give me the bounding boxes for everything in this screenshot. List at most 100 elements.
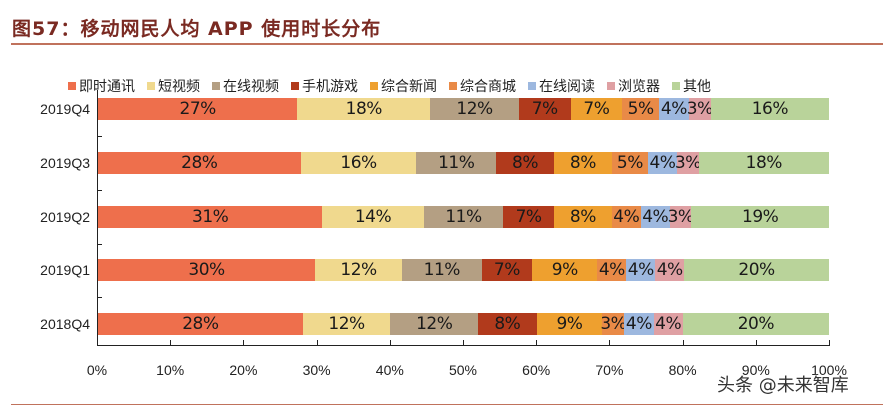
x-tick-label: 70% (595, 362, 624, 378)
y-axis (97, 90, 98, 346)
bar-segment: 31% (98, 206, 323, 228)
x-tick (609, 340, 611, 345)
x-tick (97, 340, 98, 345)
bar-segment: 11% (416, 152, 497, 174)
category-label: 2019Q4 (40, 101, 90, 117)
bar-segment: 8% (553, 206, 612, 228)
bar-segment: 30% (98, 259, 316, 281)
legend-item: 综合新闻 (370, 76, 437, 96)
x-tick-label: 20% (229, 362, 258, 378)
legend-swatch-icon (147, 82, 155, 90)
bar-segment: 7% (503, 206, 554, 228)
legend-item: 在线阅读 (528, 76, 595, 96)
x-tick-label: 100% (811, 362, 847, 378)
x-tick (463, 340, 464, 345)
stacked-bar: 27% 18% 12% 7% 7% 5% 4% 3% 16% (98, 98, 829, 120)
bar-segment: 12% (315, 259, 402, 281)
stacked-bar: 28% 12% 12% 8% 9% 3% 4% 4% 20% (98, 313, 829, 335)
legend-swatch-icon (291, 82, 299, 90)
bar-segment: 4% (611, 206, 641, 228)
y-tick (97, 297, 102, 298)
bar-segment: 11% (423, 206, 504, 228)
legend-label: 在线阅读 (539, 79, 595, 95)
x-tick-label: 30% (302, 362, 331, 378)
legend-swatch-icon (449, 82, 457, 90)
bar-segment: 12% (302, 313, 391, 335)
bar-segment: 5% (622, 98, 660, 120)
x-tick-label: 10% (156, 362, 185, 378)
x-axis (97, 345, 830, 346)
category-label: 2019Q3 (40, 155, 90, 171)
bar-segment: 3% (667, 206, 694, 228)
bar-segment: 4% (597, 259, 627, 281)
stacked-bar: 30% 12% 11% 7% 9% 4% 4% 4% 20% (98, 259, 829, 281)
x-tick-label: 80% (668, 362, 697, 378)
x-tick-label: 90% (741, 362, 770, 378)
legend-item: 手机游戏 (291, 76, 358, 96)
bar-segment: 16% (300, 152, 417, 174)
legend-item: 其他 (672, 76, 711, 96)
category-label: 2018Q4 (40, 316, 90, 332)
bar-segment: 4% (655, 259, 685, 281)
legend-label: 手机游戏 (302, 79, 358, 95)
legend-item: 综合商城 (449, 76, 516, 96)
bar-segment: 4% (653, 313, 683, 335)
bar-segment: 3% (686, 98, 713, 120)
category-label: 2019Q1 (40, 262, 90, 278)
bar-segment: 18% (698, 152, 829, 174)
legend-label: 综合新闻 (381, 79, 437, 95)
legend-swatch-icon (528, 82, 536, 90)
bar-segment: 3% (674, 152, 701, 174)
bar-segment: 14% (322, 206, 424, 228)
title-divider (11, 43, 883, 45)
x-tick (829, 340, 830, 345)
bar-segment: 8% (496, 152, 554, 174)
bar-segment: 12% (430, 98, 519, 120)
legend-item: 在线视频 (212, 76, 279, 96)
bar-segment: 19% (691, 206, 829, 228)
bar-segment: 11% (401, 259, 482, 281)
category-label: 2019Q2 (40, 209, 90, 225)
legend-swatch-icon (607, 82, 615, 90)
legend-label: 浏览器 (618, 79, 660, 95)
bar-segment: 8% (478, 313, 537, 335)
legend-item: 即时通讯 (68, 76, 135, 96)
legend-swatch-icon (370, 82, 378, 90)
legend-swatch-icon (212, 82, 220, 90)
legend-swatch-icon (672, 82, 680, 90)
bar-segment: 16% (710, 98, 829, 120)
bar-segment: 3% (600, 313, 627, 335)
chart-legend: 即时通讯 短视频 在线视频 手机游戏 综合新闻 综合商城 在线阅读 浏览器 其他 (68, 76, 711, 96)
legend-swatch-icon (68, 82, 76, 90)
page-title: 图57：移动网民人均 APP 使用时长分布 (12, 18, 382, 40)
x-tick (536, 340, 538, 345)
stacked-bar: 31% 14% 11% 7% 8% 4% 4% 3% 19% (98, 206, 829, 228)
bar-segment: 20% (682, 313, 829, 335)
bar-segment: 4% (659, 98, 689, 120)
bar-segment: 8% (553, 152, 612, 174)
x-tick-label: 60% (522, 362, 551, 378)
bar-segment: 7% (481, 259, 533, 281)
bar-segment: 27% (98, 98, 298, 120)
x-tick (389, 340, 391, 345)
bar-segment: 28% (98, 313, 303, 335)
bar-segment: 5% (611, 152, 649, 174)
legend-item: 短视频 (147, 76, 200, 96)
legend-label: 短视频 (158, 79, 200, 95)
stacked-bar: 28% 16% 11% 8% 8% 5% 4% 3% 18% (98, 152, 829, 174)
y-tick (97, 190, 102, 191)
bar-segment: 4% (648, 152, 677, 174)
bar-segment: 4% (624, 313, 654, 335)
watermark: 头条 @未来智库 (717, 375, 849, 396)
bar-segment: 20% (684, 259, 829, 281)
legend-label: 在线视频 (223, 79, 279, 95)
y-tick (97, 244, 102, 245)
y-tick (97, 136, 102, 137)
x-tick-label: 0% (86, 362, 108, 378)
bar-segment: 7% (518, 98, 571, 120)
legend-label: 即时通讯 (79, 79, 135, 95)
x-tick-label: 50% (448, 362, 478, 378)
x-tick (170, 340, 172, 345)
x-tick (316, 340, 318, 345)
legend-item: 浏览器 (607, 76, 660, 96)
